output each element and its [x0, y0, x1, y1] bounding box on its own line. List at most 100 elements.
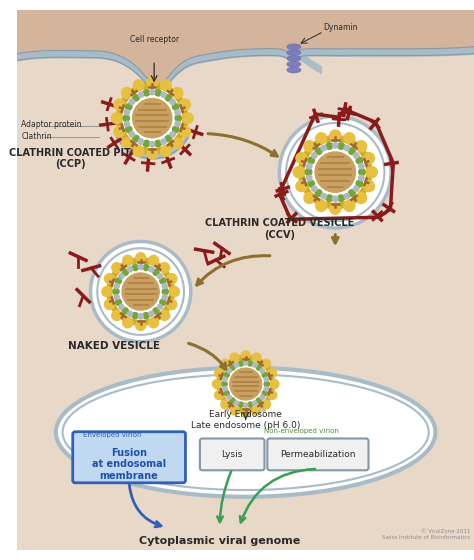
- Circle shape: [123, 255, 133, 265]
- Circle shape: [132, 264, 138, 270]
- Circle shape: [262, 360, 271, 368]
- Circle shape: [122, 138, 132, 149]
- Circle shape: [119, 305, 124, 310]
- Circle shape: [356, 141, 367, 152]
- Circle shape: [161, 80, 171, 91]
- Circle shape: [126, 104, 132, 110]
- Circle shape: [124, 122, 129, 127]
- Circle shape: [122, 87, 132, 99]
- Circle shape: [138, 264, 143, 269]
- Circle shape: [227, 395, 231, 399]
- Circle shape: [262, 400, 271, 409]
- Circle shape: [307, 175, 312, 181]
- Circle shape: [173, 104, 179, 110]
- Circle shape: [180, 127, 191, 137]
- Circle shape: [114, 127, 125, 137]
- Ellipse shape: [287, 56, 301, 61]
- Circle shape: [252, 407, 261, 415]
- Circle shape: [221, 360, 229, 368]
- Circle shape: [238, 361, 244, 366]
- Bar: [229, 391, 262, 410]
- Circle shape: [165, 136, 172, 142]
- Circle shape: [133, 146, 144, 156]
- Circle shape: [161, 139, 166, 144]
- Circle shape: [223, 362, 268, 407]
- Circle shape: [149, 267, 154, 272]
- Circle shape: [244, 403, 248, 407]
- Circle shape: [129, 132, 135, 137]
- Circle shape: [123, 115, 129, 122]
- Circle shape: [299, 136, 372, 209]
- Circle shape: [138, 314, 143, 319]
- Circle shape: [157, 274, 163, 279]
- Circle shape: [122, 308, 128, 314]
- Circle shape: [114, 99, 125, 110]
- Circle shape: [256, 365, 262, 370]
- Circle shape: [244, 361, 248, 365]
- Circle shape: [344, 133, 355, 144]
- Text: CLATHRIN COATED PIT
(CCP): CLATHRIN COATED PIT (CCP): [9, 148, 131, 169]
- Circle shape: [349, 148, 355, 155]
- Circle shape: [162, 288, 168, 295]
- Circle shape: [124, 110, 129, 115]
- Circle shape: [304, 141, 315, 152]
- Circle shape: [311, 186, 317, 192]
- Ellipse shape: [56, 368, 436, 497]
- Circle shape: [234, 363, 239, 367]
- Circle shape: [326, 143, 333, 150]
- Circle shape: [122, 273, 159, 310]
- Circle shape: [104, 300, 115, 310]
- Circle shape: [330, 130, 341, 141]
- Circle shape: [268, 391, 277, 399]
- Circle shape: [128, 311, 133, 316]
- Circle shape: [182, 113, 193, 124]
- Circle shape: [296, 181, 307, 192]
- Circle shape: [305, 142, 365, 202]
- Circle shape: [114, 265, 167, 318]
- Circle shape: [129, 99, 135, 105]
- Circle shape: [262, 391, 267, 396]
- Circle shape: [149, 311, 154, 316]
- Circle shape: [133, 99, 172, 138]
- Circle shape: [238, 402, 244, 407]
- Circle shape: [161, 146, 171, 156]
- Circle shape: [167, 274, 177, 284]
- Circle shape: [316, 133, 327, 144]
- Circle shape: [167, 300, 177, 310]
- Circle shape: [170, 99, 175, 105]
- Circle shape: [260, 395, 264, 399]
- Text: Adaptor protein: Adaptor protein: [21, 120, 82, 129]
- FancyBboxPatch shape: [267, 438, 368, 470]
- Circle shape: [260, 368, 264, 373]
- Circle shape: [364, 152, 374, 164]
- Circle shape: [296, 152, 307, 164]
- Circle shape: [268, 368, 277, 377]
- Circle shape: [252, 353, 261, 362]
- Circle shape: [333, 196, 338, 202]
- Circle shape: [223, 377, 227, 381]
- Circle shape: [223, 386, 227, 391]
- Text: Clathrin: Clathrin: [21, 132, 52, 141]
- Circle shape: [270, 380, 279, 389]
- Circle shape: [111, 113, 122, 124]
- Circle shape: [119, 274, 124, 279]
- Circle shape: [338, 143, 345, 150]
- Circle shape: [217, 355, 274, 413]
- Circle shape: [256, 398, 262, 403]
- Circle shape: [153, 269, 159, 276]
- Circle shape: [253, 363, 257, 367]
- Circle shape: [128, 267, 133, 272]
- Circle shape: [138, 92, 144, 97]
- Circle shape: [222, 381, 227, 386]
- Circle shape: [308, 157, 314, 164]
- Circle shape: [122, 269, 128, 276]
- Circle shape: [224, 372, 229, 377]
- Circle shape: [149, 90, 155, 95]
- Circle shape: [91, 241, 191, 342]
- Circle shape: [153, 308, 159, 314]
- Circle shape: [315, 152, 356, 192]
- Circle shape: [310, 147, 360, 197]
- Circle shape: [307, 143, 364, 200]
- Text: NAKED VESICLE: NAKED VESICLE: [68, 342, 160, 351]
- Circle shape: [230, 398, 235, 403]
